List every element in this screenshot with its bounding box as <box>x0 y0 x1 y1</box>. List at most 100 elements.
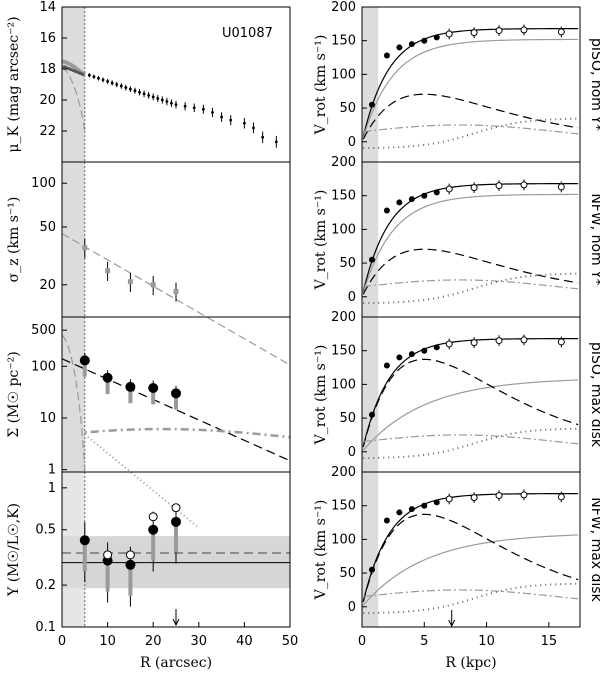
data-point <box>133 89 137 93</box>
panel-surface-density <box>61 317 291 529</box>
open-point <box>520 181 528 189</box>
data-point <box>87 73 91 77</box>
x-axis-label: R (arcsec) <box>140 655 212 671</box>
data-point <box>173 288 179 294</box>
open-point <box>445 30 453 38</box>
y-tick-label: 50 <box>39 220 56 235</box>
data-point <box>125 559 136 570</box>
y-tick-label: 200 <box>331 310 356 325</box>
open-point <box>557 183 565 191</box>
hi-model <box>84 433 200 529</box>
disk-model <box>61 358 291 462</box>
data-point <box>82 245 88 251</box>
data-point <box>408 41 415 48</box>
y-tick-label: 50 <box>339 256 356 271</box>
data-point <box>408 506 415 513</box>
open-point <box>125 550 135 560</box>
bulge-model <box>363 582 579 615</box>
y-tick-label: 100 <box>331 222 356 237</box>
halo-model <box>362 193 579 293</box>
y-tick-label: 14 <box>39 0 56 15</box>
data-point <box>433 34 440 41</box>
data-point <box>261 135 265 139</box>
bulge-model <box>363 427 579 460</box>
y-axis-label: V_rot (km s⁻¹) <box>313 500 329 601</box>
x-tick-label: 30 <box>191 634 208 649</box>
data-point <box>396 199 403 206</box>
gray-bar <box>82 537 87 572</box>
data-point <box>105 268 111 274</box>
shaded-region <box>62 317 85 472</box>
y-axis-label: Υ (M☉/L☉,K) <box>6 503 22 597</box>
gray-bar <box>128 389 133 404</box>
y-tick-label: 100 <box>31 176 56 191</box>
total-model <box>362 337 579 447</box>
data-point <box>421 192 428 199</box>
y-tick-label: 0.1 <box>35 620 56 635</box>
y-axis-label: μ_K (mag arcsec⁻²) <box>6 16 22 152</box>
total-model <box>362 492 579 602</box>
total-model <box>362 27 579 137</box>
y-tick-label: 100 <box>331 67 356 82</box>
open-point <box>557 493 565 501</box>
model-label: NFW, max disk <box>588 497 600 602</box>
open-point <box>470 494 478 502</box>
y-tick-label: 0 <box>348 445 356 460</box>
x-tick-label: 50 <box>282 634 299 649</box>
panel-upsilon <box>62 472 290 627</box>
y-tick-label: 150 <box>331 34 356 49</box>
panel-rotation-curve: 0 50 100 150 200 V_rot (km s⁻¹) pISO, nom Υ* <box>313 0 600 163</box>
x-tick-label: 5 <box>420 634 428 649</box>
y-tick-label: 200 <box>331 465 356 480</box>
x-tick-label: 20 <box>145 634 162 649</box>
x-tick-label: 10 <box>478 634 495 649</box>
data-point <box>433 499 440 506</box>
data-point <box>383 517 390 524</box>
sigma-model <box>61 233 291 366</box>
y-tick-label: 20 <box>39 93 56 108</box>
data-point <box>433 344 440 351</box>
y-tick-label: 50 <box>339 566 356 581</box>
open-point <box>445 495 453 503</box>
model-label: NFW, nom Υ* <box>588 193 600 285</box>
open-point <box>495 337 503 345</box>
data-point <box>115 83 119 86</box>
y-tick-label: 22 <box>39 124 56 139</box>
data-point <box>92 75 96 79</box>
data-point <box>119 84 123 88</box>
data-point <box>171 388 181 399</box>
gray-bar <box>82 362 87 377</box>
halo-model <box>362 534 579 606</box>
inner-point <box>80 72 85 76</box>
data-point <box>421 37 428 44</box>
shaded-region <box>62 7 85 162</box>
bulge-model <box>363 272 579 305</box>
shaded-region <box>362 162 379 317</box>
data-point <box>229 118 233 122</box>
data-point <box>106 80 109 83</box>
y-tick-label: 1 <box>48 463 56 478</box>
data-point <box>97 76 100 80</box>
x-tick-label: 10 <box>99 634 116 649</box>
bulge-density <box>61 334 86 470</box>
halo-model <box>362 38 579 138</box>
galaxy-name: U01087 <box>222 26 273 41</box>
data-point <box>368 566 375 573</box>
y-axis-label: σ_z (km s⁻¹) <box>6 197 22 283</box>
data-point <box>151 95 155 99</box>
arrow-head <box>172 618 180 627</box>
y-tick-label: 0.2 <box>35 578 56 593</box>
data-point <box>183 104 187 108</box>
data-point <box>421 502 428 509</box>
data-point <box>396 509 403 516</box>
open-point <box>470 29 478 37</box>
data-point <box>110 81 114 85</box>
data-point <box>252 126 255 130</box>
data-point <box>160 98 164 102</box>
gas-model <box>84 427 291 439</box>
data-point <box>165 100 169 103</box>
panel-sigma <box>61 162 291 366</box>
gray-bar <box>105 557 110 592</box>
